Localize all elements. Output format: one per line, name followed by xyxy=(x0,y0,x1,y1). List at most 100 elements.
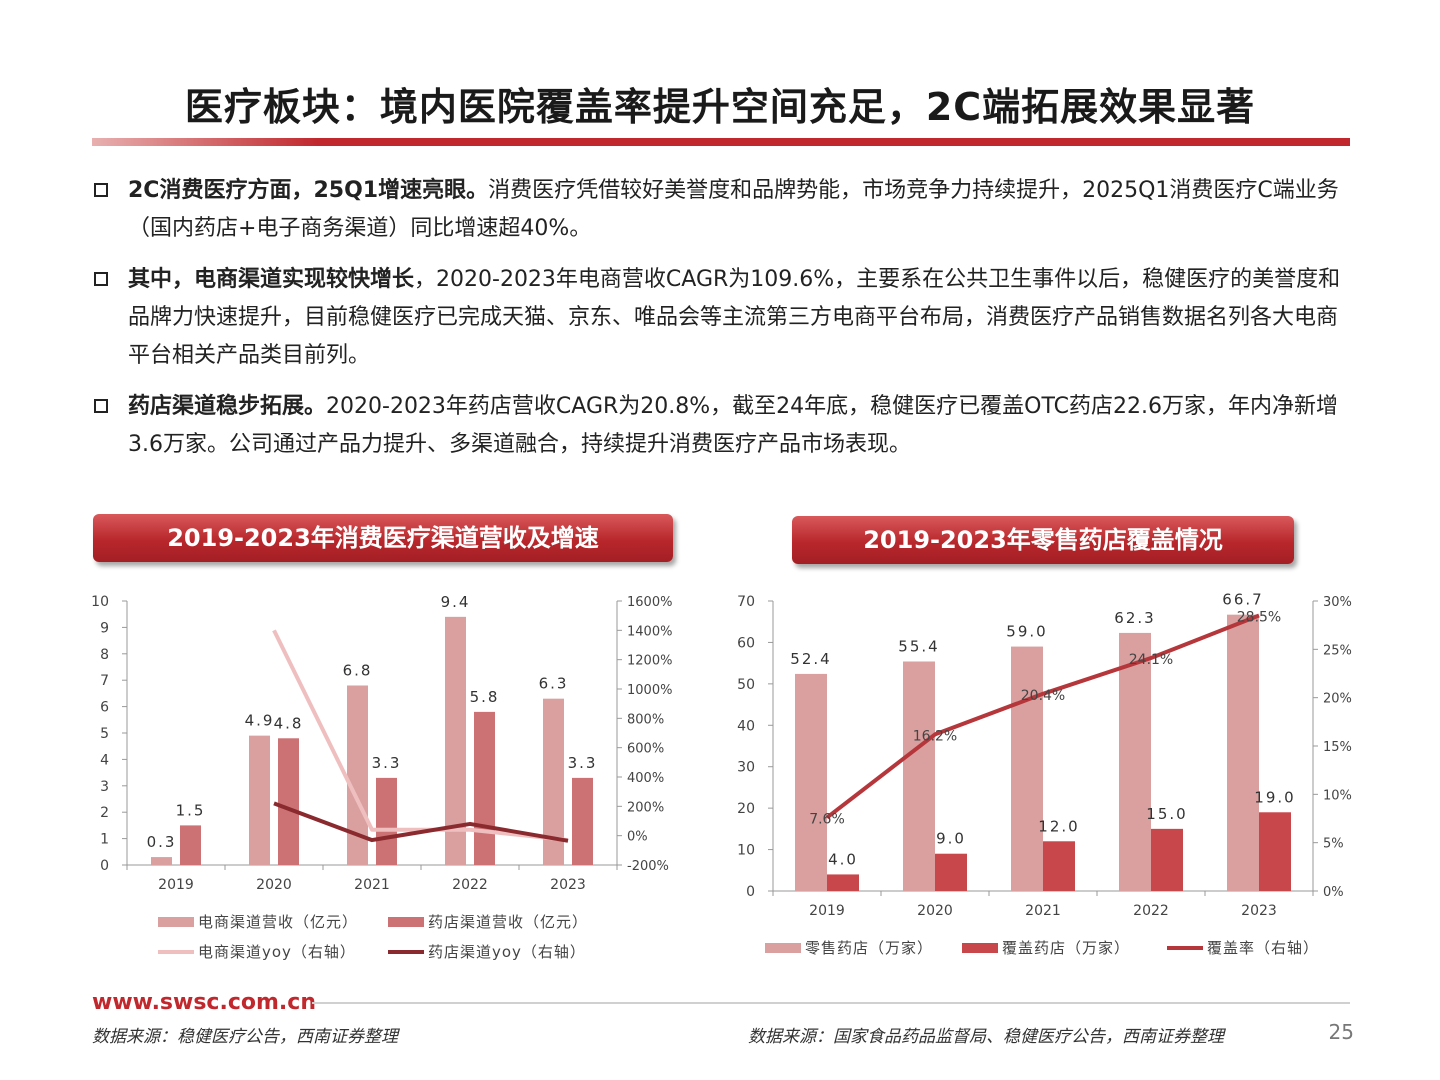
bar xyxy=(1227,614,1259,891)
line-value-label: 16.2% xyxy=(913,728,957,744)
checkbox-icon xyxy=(94,183,108,197)
y2-tick-label: 10% xyxy=(1323,788,1352,803)
bar-value-label: 62.3 xyxy=(1114,609,1155,627)
line-value-label: 24.1% xyxy=(1129,652,1173,668)
bullet-text: 2020-2023年药店营收CAGR为20.8%，截至24年底，稳健医疗已覆盖O… xyxy=(128,394,1338,457)
legend-label: 覆盖率（右轴） xyxy=(1207,939,1319,957)
x-tick-label: 2022 xyxy=(1133,903,1169,919)
title-divider xyxy=(92,138,1350,146)
y-tick-label: 9 xyxy=(100,620,109,636)
bar xyxy=(151,857,172,865)
bar-value-label: 9.4 xyxy=(441,593,471,611)
bullet-lead: 2C消费医疗方面，25Q1增速亮眼。 xyxy=(128,178,489,203)
legend-swatch xyxy=(388,917,424,927)
bullet-text: 消费医疗凭借较好美誉度和品牌势能，市场竞争力持续提升，2025Q1消费医疗C端业… xyxy=(128,178,1339,241)
series-line xyxy=(272,629,569,843)
bar-value-label: 6.8 xyxy=(343,661,373,679)
bar xyxy=(1259,812,1291,891)
page-number: 25 xyxy=(1328,1020,1354,1044)
source-note-left: 数据来源：稳健医疗公告，西南证券整理 xyxy=(92,1027,398,1047)
bar-value-label: 9.0 xyxy=(936,830,966,848)
series-line xyxy=(273,801,569,843)
legend-swatch xyxy=(158,917,194,927)
x-tick-label: 2020 xyxy=(256,877,292,893)
legend-swatch xyxy=(765,943,801,953)
bar xyxy=(180,825,201,865)
bar-value-label: 1.5 xyxy=(176,801,206,819)
footer-url[interactable]: www.swsc.com.cn xyxy=(92,990,316,1015)
bar-value-label: 4.8 xyxy=(274,714,304,732)
y2-tick-label: 1400% xyxy=(627,624,672,639)
bullet-item: 其中，电商渠道实现较快增长，2020-2023年电商营收CAGR为109.6%，… xyxy=(92,261,1354,375)
bar xyxy=(445,616,466,865)
bar xyxy=(376,777,397,865)
y-tick-label: 3 xyxy=(100,779,109,795)
legend-label: 药店渠道营收（亿元） xyxy=(428,913,588,931)
y2-tick-label: 200% xyxy=(627,800,664,815)
bullet-lead: 其中，电商渠道实现较快增长 xyxy=(128,267,415,292)
x-tick-label: 2021 xyxy=(1025,903,1061,919)
bar-value-label: 66.7 xyxy=(1222,591,1263,609)
y-tick-label: 0 xyxy=(746,884,755,900)
bar xyxy=(1011,646,1043,891)
x-tick-label: 2020 xyxy=(917,903,953,919)
y-tick-label: 40 xyxy=(737,718,755,734)
bar xyxy=(278,738,299,865)
y-tick-label: 4 xyxy=(100,752,109,768)
x-tick-label: 2019 xyxy=(809,903,845,919)
y-tick-label: 8 xyxy=(100,647,109,663)
footer-divider xyxy=(312,1002,1350,1004)
y2-tick-label: 800% xyxy=(627,712,664,727)
bullet-lead: 药店渠道稳步拓展。 xyxy=(128,394,327,419)
chart-revenue-growth: 0 1 2 3 4 5 6 7 8 9 10 -200% 0% 200% 400% 600% 800% 1000%… xyxy=(91,593,672,961)
bar-value-label: 0.3 xyxy=(147,833,177,851)
legend-label: 覆盖药店（万家） xyxy=(1002,939,1130,957)
bullet-list: 2C消费医疗方面，25Q1增速亮眼。消费医疗凭借较好美誉度和品牌势能，市场竞争力… xyxy=(92,172,1354,477)
chart-pharmacy-coverage: 0 10 20 30 40 50 60 70 0% 5% 10% 15% 20% 25% 30% 2019 20… xyxy=(737,591,1352,957)
y2-tick-label: 0% xyxy=(627,830,648,845)
x-tick-label: 2019 xyxy=(158,877,194,893)
bullet-text: ，2020-2023年电商营收CAGR为109.6%，主要系在公共卫生事件以后，… xyxy=(128,267,1341,368)
y-tick-label: 7 xyxy=(100,673,109,689)
chart-2-title: 2019-2023年零售药店覆盖情况 xyxy=(792,516,1294,564)
series-line xyxy=(825,613,1260,820)
bar-value-label: 19.0 xyxy=(1254,788,1295,806)
bar xyxy=(1119,632,1151,891)
bullet-item: 2C消费医疗方面，25Q1增速亮眼。消费医疗凭借较好美誉度和品牌势能，市场竞争力… xyxy=(92,172,1354,248)
bar xyxy=(935,853,967,891)
bar xyxy=(903,661,935,891)
y2-tick-label: 400% xyxy=(627,771,664,786)
y-tick-label: 5 xyxy=(100,726,109,742)
y-tick-label: 30 xyxy=(737,760,755,776)
bar-value-label: 3.3 xyxy=(372,754,402,772)
line-value-label: 7.6% xyxy=(809,812,845,828)
bar xyxy=(347,685,368,865)
line-value-label: 28.5% xyxy=(1237,610,1281,626)
x-tick-label: 2023 xyxy=(1241,903,1277,919)
y-tick-label: 60 xyxy=(737,635,755,651)
source-note-right: 数据来源：国家食品药品监督局、稳健医疗公告，西南证券整理 xyxy=(748,1027,1224,1047)
bar-value-label: 4.9 xyxy=(245,712,275,730)
x-tick-label: 2023 xyxy=(550,877,586,893)
bar xyxy=(249,735,270,865)
bar-value-label: 12.0 xyxy=(1038,817,1079,835)
legend-label: 电商渠道营收（亿元） xyxy=(198,913,358,931)
y2-tick-label: 5% xyxy=(1323,837,1344,852)
legend-swatch xyxy=(962,943,998,953)
checkbox-icon xyxy=(94,399,108,413)
bar xyxy=(1151,828,1183,891)
bar-value-label: 59.0 xyxy=(1006,623,1047,641)
x-tick-label: 2022 xyxy=(452,877,488,893)
y-tick-label: 10 xyxy=(737,843,755,859)
legend-label: 电商渠道yoy（右轴） xyxy=(198,943,356,961)
bar-value-label: 15.0 xyxy=(1146,805,1187,823)
bar-value-label: 6.3 xyxy=(539,675,569,693)
legend-label: 零售药店（万家） xyxy=(805,939,933,957)
bar xyxy=(474,711,495,865)
y2-tick-label: -200% xyxy=(627,859,669,874)
y2-tick-label: 1200% xyxy=(627,654,672,669)
y-tick-label: 20 xyxy=(737,801,755,817)
y2-tick-label: 0% xyxy=(1323,885,1344,900)
bar-value-label: 52.4 xyxy=(790,650,831,668)
line-value-label: 20.4% xyxy=(1021,688,1065,704)
